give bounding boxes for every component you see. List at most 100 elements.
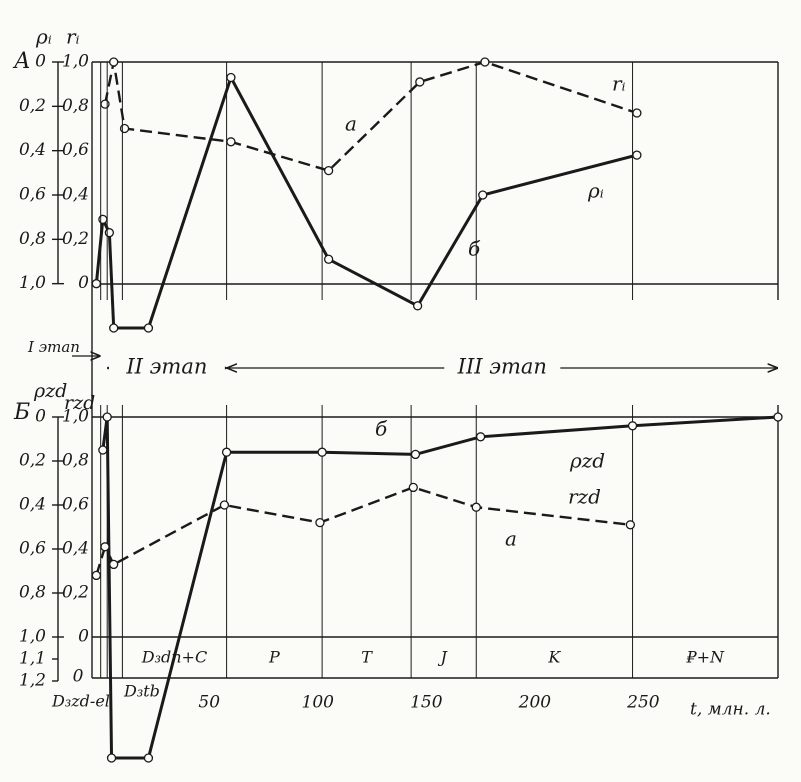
y2-tick-label: 0 — [78, 273, 89, 293]
data-point — [323, 165, 334, 176]
y2-tick-label: 0,6 — [62, 495, 89, 515]
y-tick-label: 1,2 — [19, 671, 46, 691]
data-point — [219, 500, 230, 510]
data-point — [415, 77, 425, 87]
data-point — [98, 445, 108, 455]
stage-label-bg — [108, 356, 225, 380]
data-point — [106, 753, 117, 763]
stage-label: III этап — [457, 355, 547, 379]
y-tick-label: 0 — [35, 52, 46, 72]
data-point — [471, 502, 481, 512]
y2-tick-label: 0,4 — [62, 185, 89, 205]
x-tick-label: 250 — [626, 693, 660, 713]
curve-annotation: а — [345, 112, 357, 136]
period-label: K — [547, 648, 561, 667]
y2-tick-label: 0,4 — [62, 539, 89, 559]
y-tick-label: 0,8 — [19, 229, 46, 249]
y-tick-label: 0,6 — [19, 539, 46, 559]
y-axis-title: ρᵢ — [35, 25, 52, 49]
y-tick-label: 0 — [35, 407, 46, 427]
data-point — [109, 57, 119, 67]
panel-label: Б — [13, 400, 30, 425]
data-point — [625, 520, 636, 530]
period-label: T — [361, 648, 373, 667]
data-point — [91, 570, 101, 581]
y-tick-label: 0,6 — [19, 185, 46, 205]
series-label: ρzd — [569, 449, 605, 473]
y-tick-label: 1,0 — [19, 273, 46, 293]
data-point — [632, 150, 642, 160]
data-point — [478, 190, 488, 200]
curve-annotation: б — [468, 237, 481, 261]
period-label: D₃zd-el — [51, 692, 110, 711]
x-tick-label: 50 — [198, 693, 220, 713]
series-line — [95, 486, 631, 576]
series-label: rᵢ — [612, 72, 626, 96]
data-point — [109, 559, 119, 570]
series-label: rzd — [568, 485, 601, 509]
data-point — [143, 323, 154, 333]
stage-label: II этап — [125, 355, 207, 379]
data-point — [410, 449, 421, 460]
data-point — [323, 254, 334, 264]
data-point — [104, 228, 115, 238]
x-tick-label: 150 — [410, 693, 443, 713]
y-tick-label: 0,8 — [19, 583, 46, 603]
data-point — [226, 137, 236, 147]
y2-tick-label: 1,0 — [62, 407, 89, 427]
data-point — [632, 108, 642, 118]
series-line — [101, 415, 779, 760]
stage-label: I этап — [27, 338, 80, 356]
data-point — [109, 323, 119, 333]
data-point — [315, 517, 325, 528]
x-tick-label: 100 — [302, 693, 335, 713]
y-axis-title: ρzd — [33, 380, 67, 402]
y2-tick-label: 0,2 — [62, 583, 89, 603]
y2-tick-label: 0,2 — [62, 229, 89, 249]
stage-label-bg — [444, 356, 561, 380]
curve-annotation: б — [375, 417, 388, 441]
y-tick-label: 1,0 — [19, 627, 46, 647]
y2-axis-title: rᵢ — [66, 25, 80, 49]
y-tick-label: 0,2 — [19, 451, 46, 471]
y-tick-label: 0,2 — [19, 96, 46, 116]
frame — [91, 61, 779, 679]
data-point — [91, 279, 101, 289]
data-point — [627, 421, 638, 431]
y-tick-label: 0,4 — [19, 140, 46, 160]
data-point — [98, 214, 108, 225]
period-label: D₃tb — [123, 682, 160, 701]
data-point — [102, 412, 112, 422]
series-line — [94, 73, 638, 330]
data-point — [317, 447, 327, 457]
period-label: J — [437, 648, 448, 667]
data-point — [412, 301, 423, 311]
y-tick-label: 0,4 — [19, 495, 46, 515]
x-axis-title: t, млн. л. — [690, 700, 771, 720]
data-point — [221, 447, 232, 457]
data-point — [100, 99, 110, 109]
data-point — [408, 482, 418, 493]
period-label: P — [268, 648, 280, 667]
y2-tick-label: 0,8 — [62, 451, 89, 471]
data-point — [480, 57, 490, 67]
data-point — [226, 72, 236, 83]
curve-annotation: а — [505, 527, 517, 551]
series-line — [103, 60, 638, 172]
y2-tick-label: 0 — [78, 627, 89, 647]
series-label: ρᵢ — [587, 179, 604, 203]
data-point — [119, 123, 130, 134]
data-point — [475, 432, 486, 442]
data-point — [100, 542, 110, 552]
y-tick-label: 1,1 — [19, 649, 46, 669]
panel-label: А — [12, 49, 31, 74]
data-point — [143, 753, 154, 763]
y2-axis-title: rzd — [64, 392, 95, 414]
period-label: ₽+N — [685, 648, 725, 667]
y2-tick-label: 0,6 — [62, 140, 89, 160]
x-tick-label: 0 — [73, 667, 84, 687]
y2-tick-label: 0,8 — [62, 96, 89, 116]
data-point — [773, 412, 783, 422]
x-tick-label: 200 — [518, 693, 552, 713]
